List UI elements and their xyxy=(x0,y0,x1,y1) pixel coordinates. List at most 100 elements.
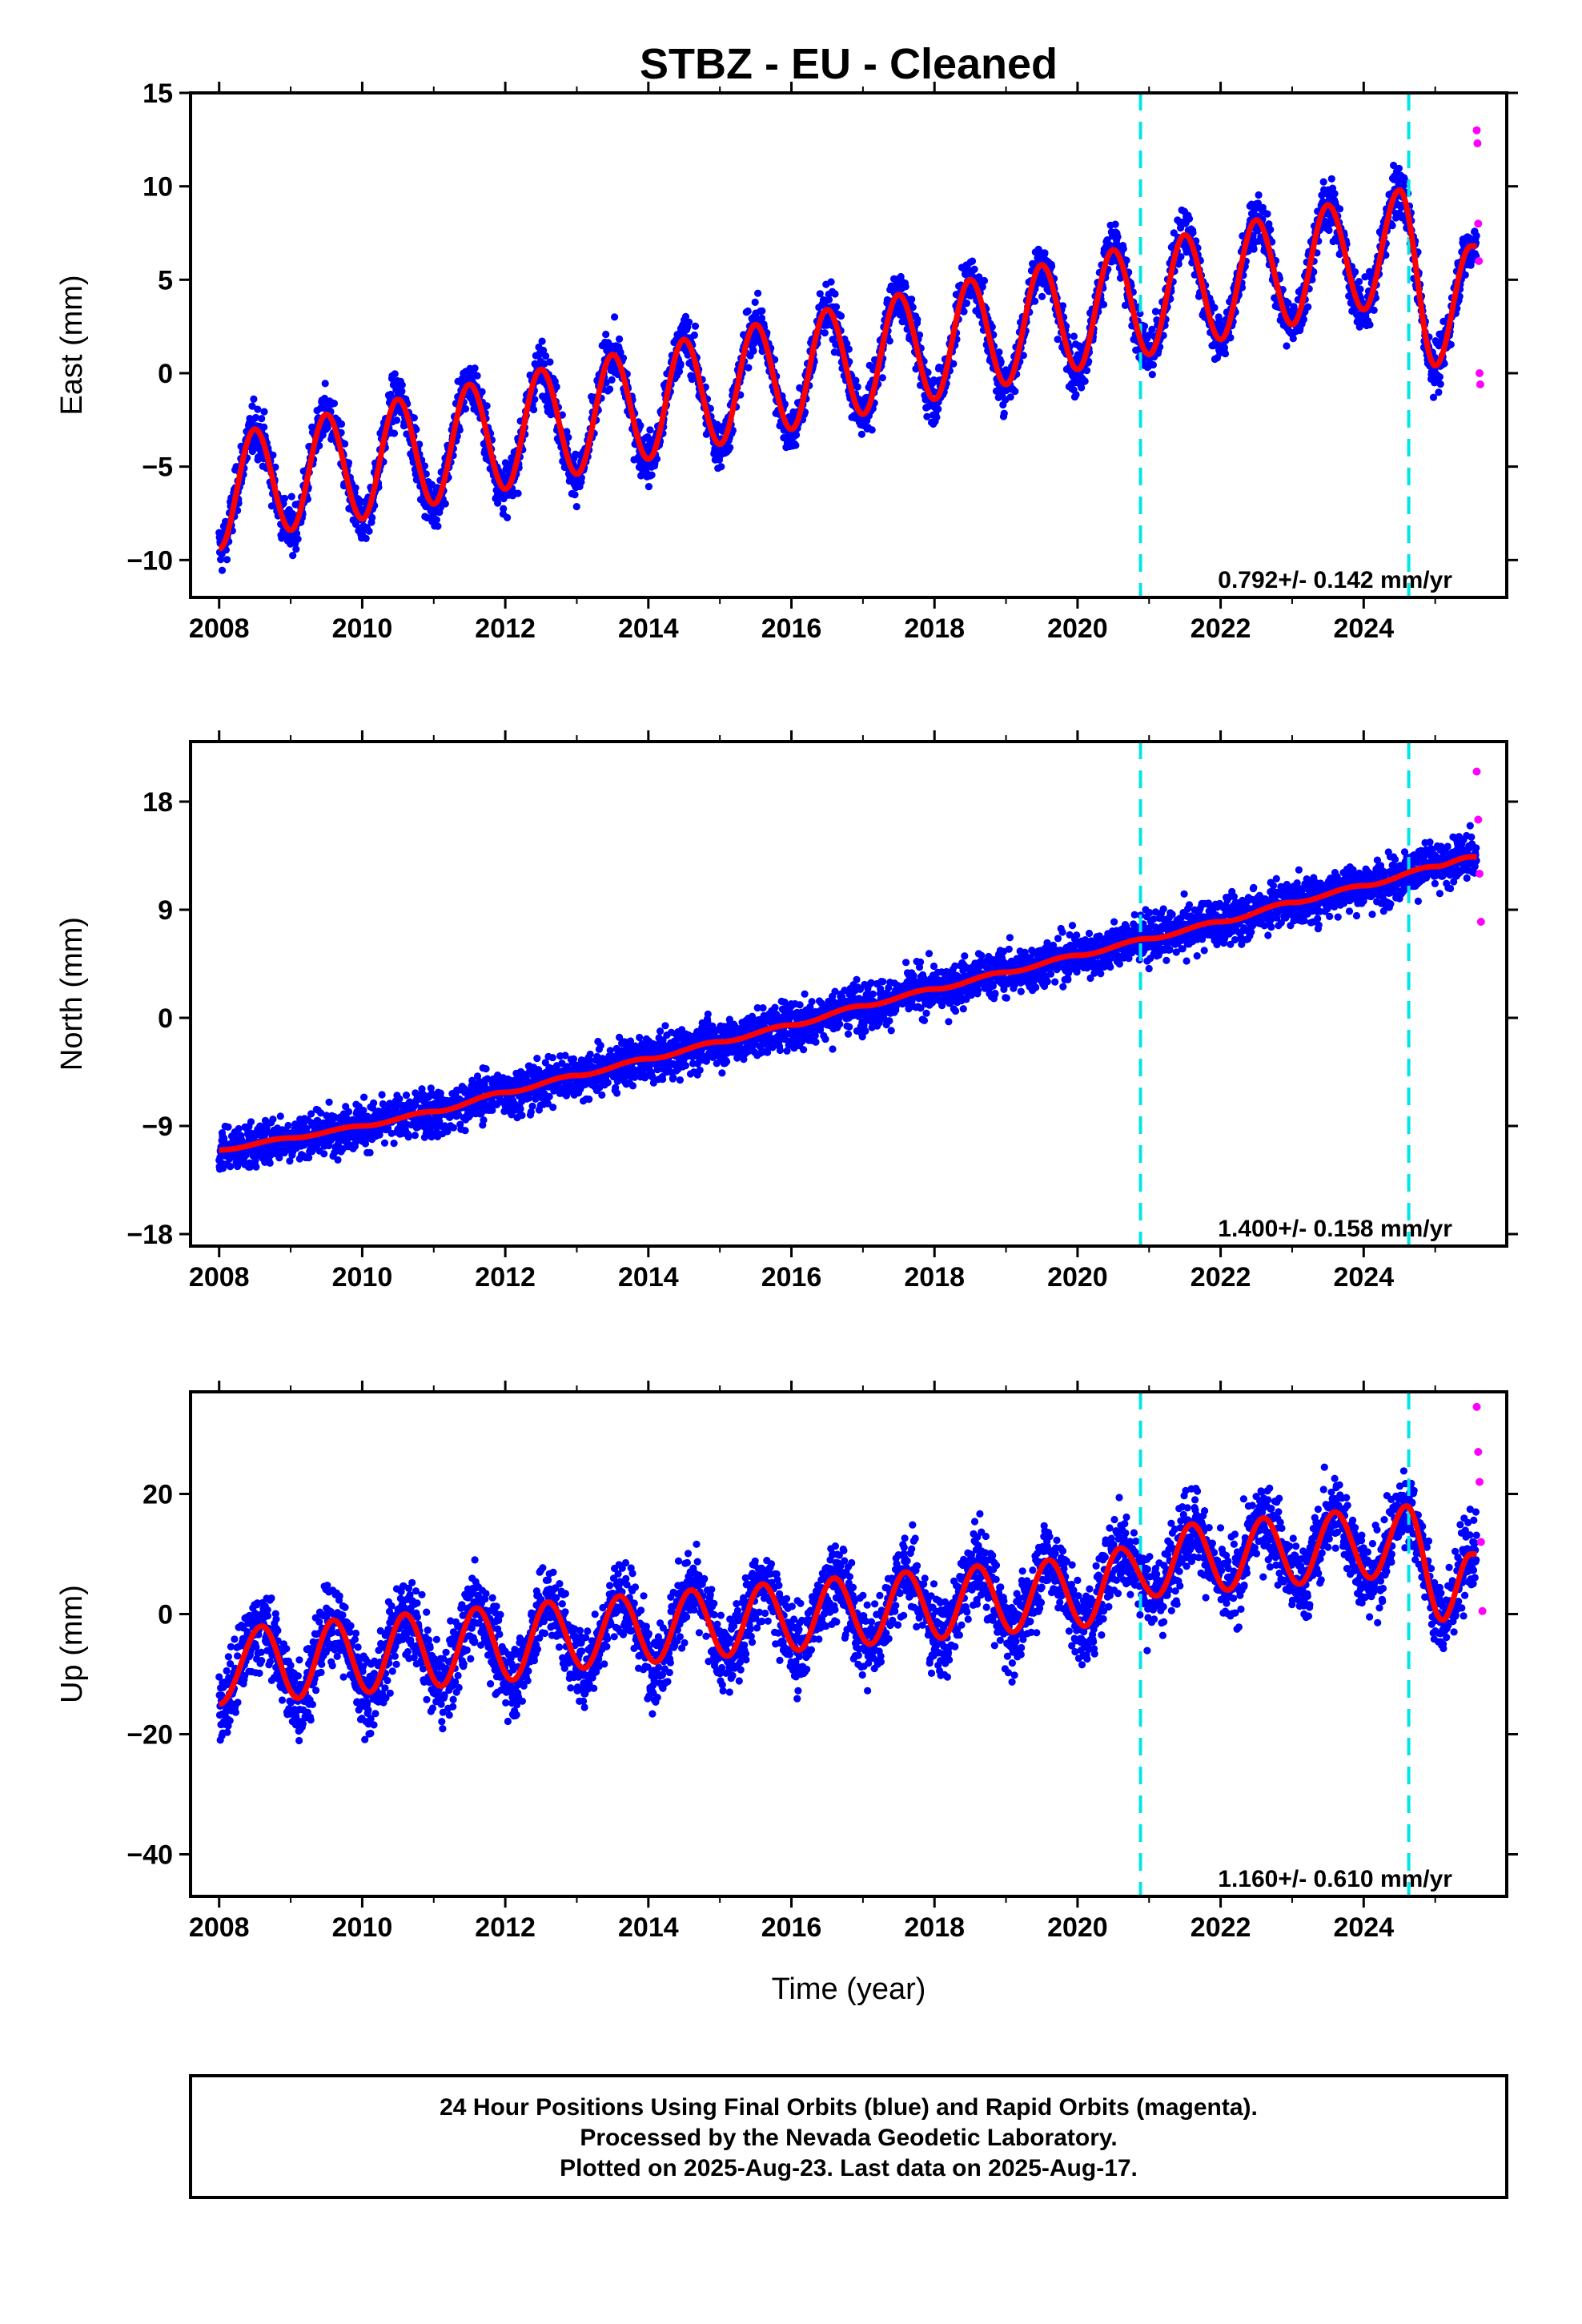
east-final-orbit-point xyxy=(351,521,360,529)
east-final-orbit-point xyxy=(1011,388,1019,396)
east-final-orbit-point xyxy=(341,440,349,448)
east-final-orbit-point xyxy=(412,425,420,433)
north-final-orbit-point xyxy=(404,1133,412,1141)
east-final-orbit-point xyxy=(726,444,734,452)
east-final-orbit-point xyxy=(602,330,610,339)
east-rapid-orbit-point xyxy=(1476,380,1484,388)
east-final-orbit-point xyxy=(280,494,289,502)
east-final-orbit-point xyxy=(1461,271,1469,279)
north-final-orbit-point xyxy=(366,1148,374,1156)
east-final-orbit-point xyxy=(962,300,970,308)
east-x-tick-label: 2012 xyxy=(475,613,536,644)
east-final-orbit-point xyxy=(473,372,481,380)
east-final-orbit-point xyxy=(514,489,522,497)
east-rapid-orbit-point xyxy=(1476,369,1484,377)
east-final-orbit-point xyxy=(1081,377,1089,385)
east-final-orbit-point xyxy=(825,296,833,304)
east-final-orbit-point xyxy=(681,312,690,320)
north-final-orbit-point xyxy=(411,1132,420,1140)
east-x-tick-label: 2022 xyxy=(1191,613,1251,644)
east-final-orbit-point xyxy=(538,337,546,345)
east-final-orbit-point xyxy=(611,313,619,321)
east-final-orbit-point xyxy=(269,451,277,459)
east-final-orbit-point xyxy=(1366,320,1374,329)
east-final-orbit-point xyxy=(908,296,916,304)
east-final-orbit-point xyxy=(832,303,841,311)
north-final-orbit-point xyxy=(227,1163,235,1171)
north-final-orbit-point xyxy=(266,1159,274,1167)
east-final-orbit-point xyxy=(1185,215,1194,223)
east-final-orbit-point xyxy=(793,431,801,439)
east-final-orbit-point xyxy=(757,314,766,322)
east-final-orbit-point xyxy=(368,513,376,522)
east-final-orbit-point xyxy=(619,354,628,362)
east-final-orbit-point xyxy=(478,388,486,396)
east-x-tick-label: 2016 xyxy=(761,613,822,644)
east-final-orbit-point xyxy=(248,402,256,410)
east-final-orbit-point xyxy=(868,426,876,434)
east-final-orbit-point xyxy=(1263,210,1271,218)
east-final-orbit-point xyxy=(606,385,614,393)
east-final-orbit-point xyxy=(292,545,300,553)
east-final-orbit-point xyxy=(852,376,860,384)
north-final-orbit-point xyxy=(325,1098,333,1106)
east-final-orbit-point xyxy=(648,471,656,479)
east-final-orbit-point xyxy=(831,290,839,298)
east-rate-label: 0.792+/- 0.142 mm/yr xyxy=(1218,567,1452,593)
east-final-orbit-point xyxy=(677,360,685,368)
east-final-orbit-point xyxy=(260,423,268,432)
north-final-orbit-point xyxy=(276,1112,284,1120)
east-final-orbit-point xyxy=(218,566,227,574)
east-final-orbit-point xyxy=(271,463,279,471)
north-final-orbit-point xyxy=(344,1108,353,1116)
east-final-orbit-point xyxy=(1221,350,1230,358)
east-final-orbit-point xyxy=(913,316,921,324)
north-final-orbit-point xyxy=(370,1099,378,1107)
east-final-orbit-point xyxy=(344,459,353,467)
east-final-orbit-point xyxy=(1327,175,1335,183)
east-final-orbit-point xyxy=(690,331,699,340)
east-final-orbit-point xyxy=(1148,371,1156,379)
east-final-orbit-point xyxy=(857,430,865,438)
east-final-orbit-point xyxy=(319,431,327,439)
east-final-orbit-point xyxy=(1356,285,1364,293)
east-y-axis-label: East (mm) xyxy=(55,275,89,415)
east-y-tick-label: 15 xyxy=(143,78,173,109)
east-final-orbit-point xyxy=(744,307,752,316)
east-final-orbit-point xyxy=(1435,373,1443,381)
east-final-orbit-point xyxy=(1211,304,1219,312)
east-final-orbit-point xyxy=(1435,388,1443,396)
east-final-orbit-point xyxy=(980,276,989,285)
east-final-orbit-point xyxy=(652,455,661,463)
east-final-orbit-point xyxy=(970,265,978,273)
east-final-orbit-point xyxy=(1070,332,1078,340)
east-final-orbit-point xyxy=(289,552,297,560)
north-final-orbit-point xyxy=(320,1150,328,1158)
east-final-orbit-point xyxy=(223,556,231,564)
east-final-orbit-point xyxy=(1370,306,1378,314)
east-final-orbit-point xyxy=(552,383,560,391)
east-rapid-orbit-point xyxy=(1474,219,1483,228)
east-final-orbit-point xyxy=(636,421,644,430)
east-final-orbit-point xyxy=(531,396,539,404)
east-final-orbit-point xyxy=(1299,316,1307,324)
east-final-orbit-point xyxy=(504,513,512,522)
east-final-orbit-point xyxy=(1283,342,1291,350)
east-final-orbit-point xyxy=(494,499,502,507)
east-final-orbit-point xyxy=(1072,391,1080,399)
east-final-orbit-point xyxy=(1111,220,1119,228)
north-final-orbit-point xyxy=(252,1163,260,1171)
east-final-orbit-point xyxy=(691,322,700,330)
north-final-orbit-point xyxy=(235,1124,243,1133)
east-final-orbit-point xyxy=(933,413,941,421)
east-final-orbit-point xyxy=(1351,268,1359,276)
east-final-orbit-point xyxy=(1325,226,1333,235)
east-final-orbit-point xyxy=(571,491,579,499)
east-final-orbit-point xyxy=(1304,303,1312,311)
north-final-orbit-point xyxy=(284,1121,292,1130)
east-final-orbit-point xyxy=(845,345,853,353)
east-final-orbit-point xyxy=(885,337,893,345)
north-final-orbit-point xyxy=(269,1116,277,1124)
east-final-orbit-point xyxy=(432,516,441,524)
east-final-orbit-point xyxy=(644,483,653,491)
